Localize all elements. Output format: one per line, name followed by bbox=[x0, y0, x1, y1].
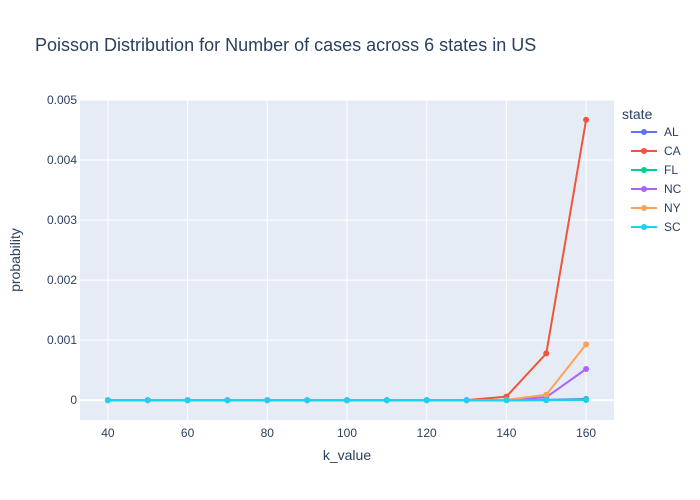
data-point bbox=[264, 397, 271, 404]
legend-swatch-marker bbox=[641, 205, 647, 211]
data-point bbox=[583, 341, 590, 348]
data-point bbox=[383, 397, 390, 404]
x-tick-label: 160 bbox=[576, 426, 596, 440]
data-point bbox=[304, 397, 311, 404]
legend-item-fl: FL bbox=[631, 163, 678, 177]
legend-swatch-marker bbox=[641, 186, 647, 192]
x-axis-ticks: 40 60 80 100 120 140 160 bbox=[101, 426, 596, 440]
series-layer bbox=[104, 116, 590, 404]
data-point bbox=[543, 391, 550, 398]
legend-swatch-marker bbox=[641, 148, 647, 154]
x-tick-label: 60 bbox=[181, 426, 195, 440]
x-tick-label: 120 bbox=[417, 426, 437, 440]
data-point bbox=[344, 397, 350, 404]
legend-item-nc: NC bbox=[631, 182, 682, 196]
legend: state AL CA FL NC NY SC bbox=[622, 106, 682, 234]
y-axis-ticks: 0 0.001 0.002 0.003 0.004 0.005 bbox=[47, 93, 77, 407]
data-point bbox=[463, 397, 470, 404]
legend-label: NC bbox=[664, 182, 682, 196]
data-point bbox=[184, 397, 191, 404]
x-tick-label: 40 bbox=[101, 426, 115, 440]
legend-item-al: AL bbox=[631, 125, 679, 139]
legend-swatch-marker bbox=[641, 167, 647, 173]
legend-swatch-marker bbox=[641, 129, 647, 135]
data-point bbox=[104, 397, 111, 404]
data-point bbox=[583, 116, 590, 123]
x-tick-label: 80 bbox=[261, 426, 275, 440]
y-tick-label: 0.001 bbox=[47, 333, 77, 347]
y-tick-label: 0.004 bbox=[47, 153, 77, 167]
data-point bbox=[583, 397, 590, 404]
data-point bbox=[144, 397, 151, 404]
y-axis-label: probability bbox=[7, 228, 23, 292]
legend-label: CA bbox=[664, 144, 681, 158]
data-point bbox=[423, 397, 430, 404]
x-tick-label: 100 bbox=[337, 426, 357, 440]
series-sc bbox=[104, 397, 590, 404]
legend-item-sc: SC bbox=[631, 220, 681, 234]
legend-title: state bbox=[622, 106, 653, 122]
y-tick-label: 0.002 bbox=[47, 273, 77, 287]
legend-item-ny: NY bbox=[631, 201, 681, 215]
data-point bbox=[543, 397, 550, 404]
chart-title: Poisson Distribution for Number of cases… bbox=[35, 35, 536, 55]
legend-swatch-marker bbox=[641, 224, 647, 230]
legend-label: FL bbox=[664, 163, 678, 177]
y-tick-label: 0 bbox=[70, 393, 77, 407]
x-tick-label: 140 bbox=[496, 426, 516, 440]
legend-label: AL bbox=[664, 125, 679, 139]
x-axis-label: k_value bbox=[323, 447, 371, 463]
legend-item-ca: CA bbox=[631, 144, 681, 158]
data-point bbox=[224, 397, 231, 404]
data-point bbox=[503, 397, 510, 404]
data-point bbox=[543, 350, 550, 357]
data-point bbox=[583, 365, 590, 372]
y-tick-label: 0.005 bbox=[47, 93, 77, 107]
legend-label: NY bbox=[664, 201, 681, 215]
legend-label: SC bbox=[664, 220, 681, 234]
y-tick-label: 0.003 bbox=[47, 213, 77, 227]
